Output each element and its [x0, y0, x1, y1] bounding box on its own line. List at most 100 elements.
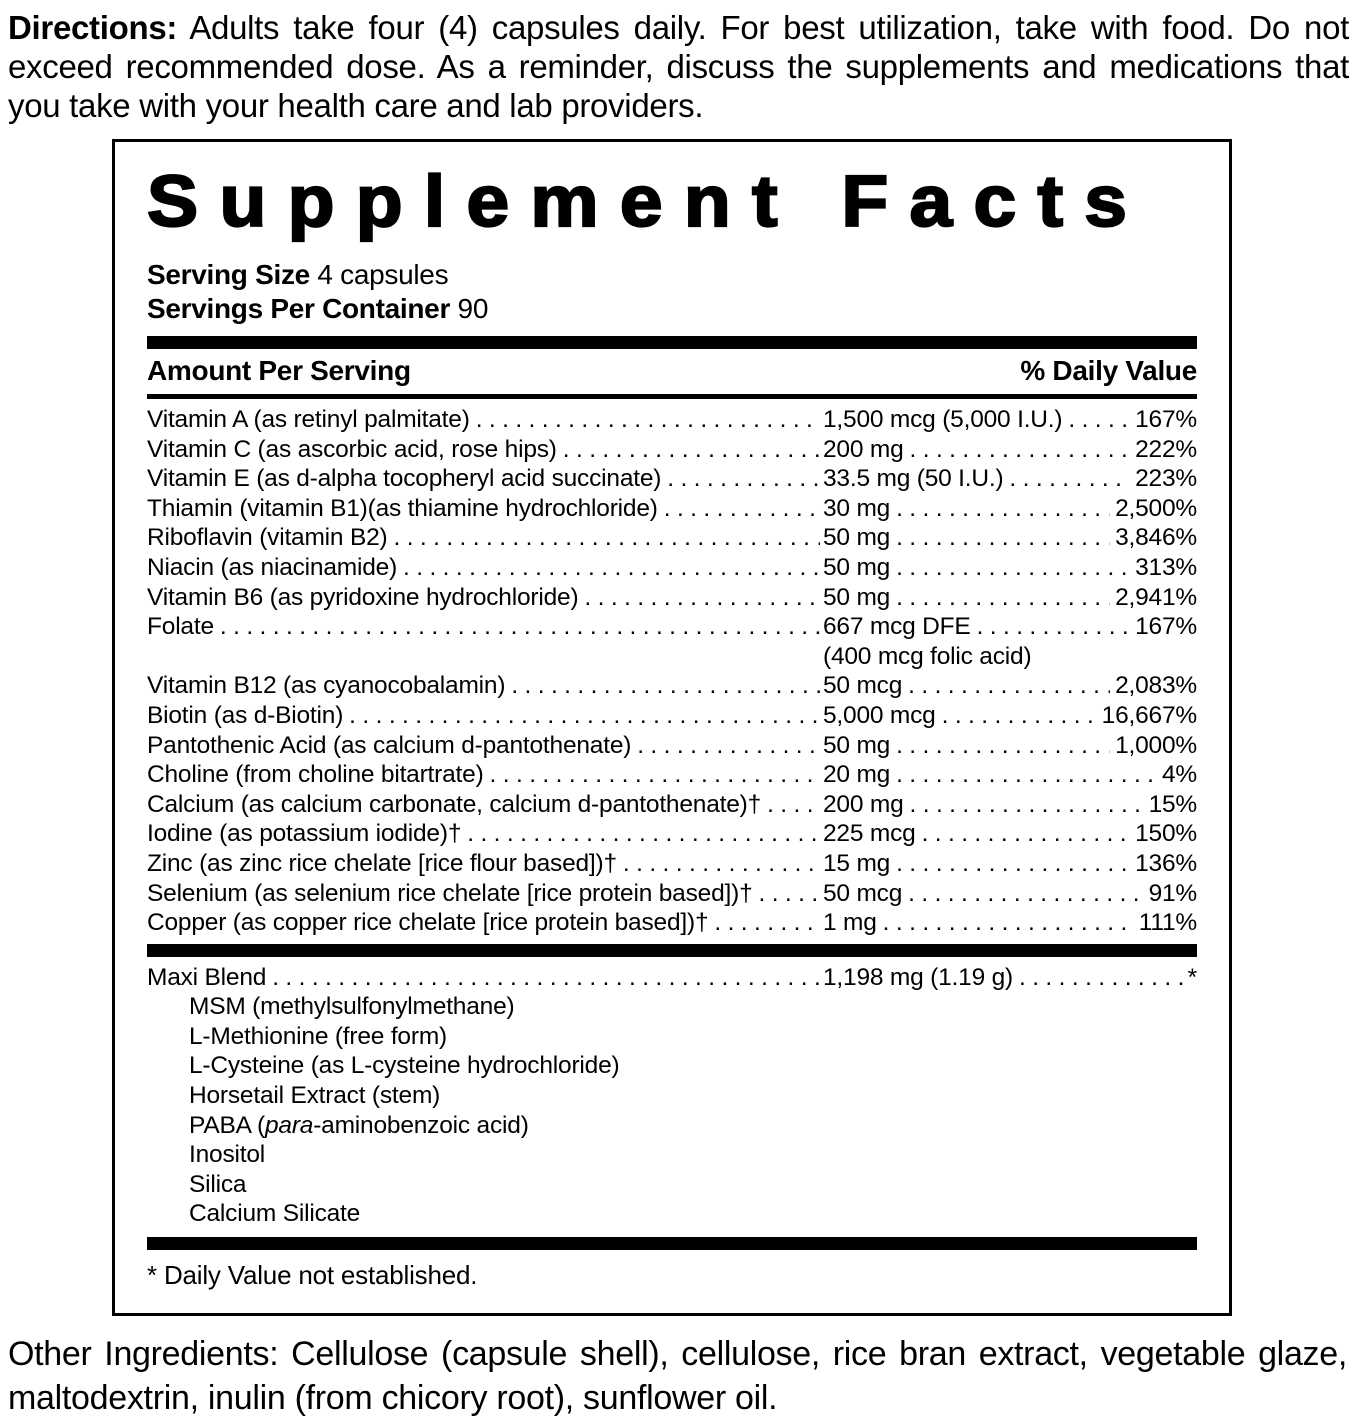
- leader-dots: [1019, 963, 1183, 993]
- leader-dots: [1009, 464, 1130, 494]
- leader-dots: [896, 523, 1110, 553]
- nutrient-amount: 1,500 mcg (5,000 I.U.): [823, 406, 1063, 433]
- nutrient-daily-value: 2,500%: [1115, 494, 1197, 522]
- nutrient-amount: 50 mcg: [823, 879, 903, 907]
- daily-value-footnote: * Daily Value not established.: [147, 1260, 478, 1291]
- leader-dots: [1068, 405, 1130, 435]
- nutrient-daily-value: 136%: [1135, 849, 1197, 877]
- leader-dots: [511, 671, 820, 701]
- leader-dots: [908, 671, 1110, 701]
- servings-per-container-line: Servings Per Container 90: [147, 292, 1197, 326]
- maxi-blend-component: Horsetail Extract (stem): [189, 1082, 441, 1110]
- nutrient-daily-value: 150%: [1135, 820, 1197, 848]
- nutrient-daily-value: 111%: [1138, 909, 1197, 937]
- nutrient-amount: 667 mcg DFE: [823, 613, 971, 641]
- nutrient-amount: 50 mg: [823, 731, 891, 759]
- leader-dots: [910, 790, 1144, 820]
- nutrient-daily-value: 222%: [1135, 435, 1197, 463]
- servings-per-container-value: 90: [450, 293, 489, 324]
- nutrient-row: Pantothenic Acid (as calcium d-pantothen…: [147, 731, 1197, 761]
- nutrient-name: Iodine (as potassium iodide)†: [147, 820, 462, 848]
- leader-dots: [896, 760, 1157, 790]
- serving-block: Serving Size 4 capsules Servings Per Con…: [147, 258, 1197, 326]
- nutrient-row: Iodine (as potassium iodide)† 225 mcg 150…: [147, 819, 1197, 849]
- nutrient-name: Thiamin (vitamin B1)(as thiamine hydroch…: [147, 494, 658, 522]
- maxi-blend-amount: 1,198 mg (1.19 g): [823, 963, 1013, 991]
- folate-subline: (400 mcg folic acid): [823, 642, 1032, 670]
- paba-italic-word: para: [264, 1111, 314, 1139]
- nutrient-row: Vitamin E (as d-alpha tocopheryl acid su…: [147, 464, 1197, 494]
- nutrient-amount: 15 mg: [823, 849, 891, 877]
- paba-suffix: -aminobenzoic acid): [313, 1111, 529, 1139]
- maxi-blend-components: MSM (methylsulfonylmethane) L-Methionine…: [189, 992, 1197, 1229]
- nutrient-name: Biotin (as d-Biotin): [147, 701, 344, 729]
- leader-dots: [637, 731, 820, 761]
- nutrient-name: Vitamin C (as ascorbic acid, rose hips): [147, 435, 557, 463]
- maxi-blend-component: PABA (para-aminobenzoic acid): [189, 1111, 1197, 1141]
- paba-prefix: PABA (: [189, 1111, 265, 1139]
- leader-dots: [910, 435, 1131, 465]
- maxi-blend-component: Calcium Silicate: [189, 1200, 361, 1228]
- maxi-blend-component: MSM (methylsulfonylmethane): [189, 993, 515, 1021]
- nutrient-row: Choline (from choline bitartrate) 20 mg 4…: [147, 760, 1197, 790]
- leader-dots: [563, 435, 820, 465]
- nutrient-amount: 33.5 mg (50 I.U.): [823, 465, 1004, 493]
- nutrient-row: Vitamin B6 (as pyridoxine hydrochloride)…: [147, 583, 1197, 613]
- nutrient-row: Vitamin B12 (as cyanocobalamin) 50 mcg 2,…: [147, 671, 1197, 701]
- leader-dots: [623, 849, 820, 879]
- leader-dots: [403, 553, 820, 583]
- nutrient-daily-value: 2,941%: [1115, 583, 1197, 611]
- nutrient-row: Selenium (as selenium rice chelate [rice…: [147, 879, 1197, 909]
- nutrient-row: Vitamin A (as retinyl palmitate) 1,500 m…: [147, 405, 1197, 435]
- nutrient-daily-value: 313%: [1135, 553, 1197, 581]
- leader-dots: [896, 731, 1110, 761]
- nutrient-row: Riboflavin (vitamin B2) 50 mg 3,846%: [147, 523, 1197, 553]
- nutrient-daily-value: 15%: [1148, 790, 1197, 818]
- nutrient-name: Calcium (as calcium carbonate, calcium d…: [147, 790, 762, 818]
- nutrient-rows: Vitamin A (as retinyl palmitate) 1,500 m…: [147, 399, 1197, 938]
- nutrient-row: Vitamin C (as ascorbic acid, rose hips) …: [147, 435, 1197, 465]
- leader-dots: [896, 583, 1110, 613]
- leader-dots: [922, 819, 1131, 849]
- nutrient-daily-value: 2,083%: [1115, 672, 1197, 700]
- maxi-blend-component: Silica: [189, 1170, 247, 1198]
- column-header-row: Amount Per Serving % Daily Value: [147, 349, 1197, 394]
- leader-dots: [667, 464, 820, 494]
- nutrient-name: Choline (from choline bitartrate): [147, 761, 484, 789]
- nutrient-row: Biotin (as d-Biotin) 5,000 mcg 16,667%: [147, 701, 1197, 731]
- leader-dots: [584, 583, 820, 613]
- nutrient-daily-value: 16,667%: [1101, 701, 1197, 729]
- nutrient-amount: 50 mg: [823, 524, 891, 552]
- leader-dots: [759, 879, 821, 909]
- nutrient-row: Thiamin (vitamin B1)(as thiamine hydroch…: [147, 494, 1197, 524]
- nutrient-daily-value: 167%: [1135, 406, 1197, 433]
- leader-dots: [977, 612, 1131, 642]
- nutrient-amount: 50 mcg: [823, 672, 903, 700]
- daily-value-header: % Daily Value: [1020, 355, 1197, 386]
- maxi-blend-name: Maxi Blend: [147, 963, 267, 991]
- serving-size-value: 4 capsules: [309, 259, 449, 290]
- nutrient-row: Zinc (as zinc rice chelate [rice flour b…: [147, 849, 1197, 879]
- leader-dots: [908, 879, 1143, 909]
- leader-dots: [664, 494, 820, 524]
- nutrient-daily-value: 91%: [1148, 879, 1197, 907]
- nutrient-name: Vitamin B6 (as pyridoxine hydrochloride): [147, 583, 579, 611]
- other-ingredients-label: Other Ingredients:: [8, 1335, 279, 1374]
- nutrient-name: Vitamin B12 (as cyanocobalamin): [147, 672, 506, 700]
- directions-label: Directions:: [8, 9, 178, 46]
- supplement-label-page: Directions: Adults take four (4) capsule…: [0, 0, 1355, 1362]
- nutrient-amount: 50 mg: [823, 583, 891, 611]
- maxi-blend-row: Maxi Blend 1,198 mg (1.19 g) *: [147, 963, 1197, 993]
- amount-per-serving-header: Amount Per Serving: [147, 355, 411, 386]
- supplement-facts-panel: Supplement Facts Serving Size 4 capsules…: [112, 139, 1232, 1317]
- leader-dots: [349, 701, 820, 731]
- leader-dots: [467, 819, 820, 849]
- leader-dots: [896, 494, 1110, 524]
- nutrient-name: Niacin (as niacinamide): [147, 553, 398, 581]
- serving-size-line: Serving Size 4 capsules: [147, 258, 1197, 292]
- nutrient-amount: 225 mcg: [823, 820, 916, 848]
- nutrient-name: Copper (as copper rice chelate [rice pro…: [147, 909, 709, 937]
- divider-thick-blend: [147, 943, 1197, 957]
- nutrient-daily-value: 4%: [1161, 761, 1197, 789]
- leader-dots: [896, 553, 1130, 583]
